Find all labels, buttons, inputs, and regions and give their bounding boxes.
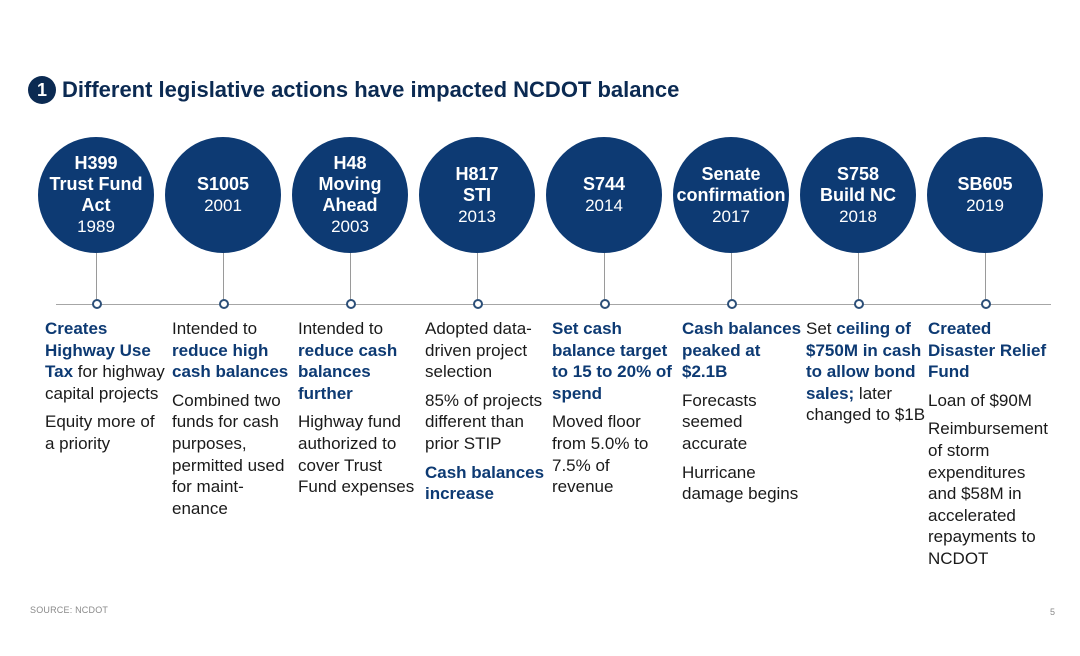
timeline-marker — [92, 299, 102, 309]
description-paragraph: Cash balances peaked at $2.1B — [682, 318, 802, 383]
highlight-text: reduce high cash balances — [172, 340, 289, 382]
body-text: Combined two funds for cash purposes, pe… — [172, 390, 285, 518]
milestone-name: H399 Trust Fund Act — [49, 153, 143, 215]
description-paragraph: Intended to reduce cash balances further — [298, 318, 418, 404]
milestone-circle: H817 STI 2013 — [419, 137, 535, 253]
body-text: Equity more of a priority — [45, 412, 155, 453]
description-paragraph: Moved floor from 5.0% to 7.5% of revenue — [552, 411, 672, 497]
milestone-circle: S1005 2001 — [165, 137, 281, 253]
milestone-connector — [223, 253, 224, 300]
description-paragraph: Highway fund authorized to cover Trust F… — [298, 411, 418, 497]
description-paragraph: Combined two funds for cash purposes, pe… — [172, 390, 292, 520]
body-text: Loan of $90M — [928, 390, 1032, 410]
milestone-year: 2014 — [585, 196, 623, 215]
milestone-description: Set ceiling of $750M in cash to allow bo… — [806, 318, 926, 433]
slide-title: 1 Different legislative actions have imp… — [28, 76, 679, 104]
milestone-year: 2018 — [839, 206, 877, 226]
milestone-year: 2017 — [712, 206, 750, 226]
description-paragraph: Reimbursement of storm expenditures and … — [928, 418, 1048, 569]
body-text: Adopted data-driven project selection — [425, 319, 532, 382]
milestone-connector — [477, 253, 478, 300]
highlight-text: Created Disaster Relief Fund — [928, 319, 1047, 382]
milestone-name: S758 Build NC — [820, 163, 896, 205]
description-paragraph: Creates Highway Use Tax for highway capi… — [45, 318, 165, 404]
milestone-year: 1989 — [77, 217, 115, 236]
milestone-circle: H48 Moving Ahead 2003 — [292, 137, 408, 253]
description-paragraph: Cash balances increase — [425, 462, 545, 505]
timeline-marker — [600, 299, 610, 309]
timeline-marker — [727, 299, 737, 309]
milestone-circle: SB605 2019 — [927, 137, 1043, 253]
description-paragraph: 85% of projects different than prior STI… — [425, 390, 545, 455]
description-paragraph: Set cash balance target to 15 to 20% of … — [552, 318, 672, 404]
timeline-marker — [981, 299, 991, 309]
milestone-year: 2013 — [458, 206, 496, 226]
body-text: Moved floor from 5.0% to 7.5% of revenue — [552, 412, 649, 497]
milestone-description: Cash balances peaked at $2.1B Forecasts s… — [682, 318, 802, 512]
milestone-connector — [96, 253, 97, 300]
body-text: later changed to $1B — [806, 383, 926, 425]
section-number-badge: 1 — [28, 76, 56, 104]
milestone-connector — [731, 253, 732, 300]
milestone-circle: Senate confirmation 2017 — [673, 137, 789, 253]
source-note: SOURCE: NCDOT — [30, 605, 109, 615]
milestone-name: H817 STI — [455, 163, 499, 205]
highlight-text: Cash balances increase — [425, 462, 545, 504]
timeline-marker — [346, 299, 356, 309]
milestone-name: SB605 — [957, 174, 1013, 194]
timeline-marker — [219, 299, 229, 309]
milestone-description: Intended to reduce high cash balances Com… — [172, 318, 292, 526]
highlight-text: Cash balances peaked at $2.1B — [682, 319, 802, 382]
milestone-name: Senate confirmation — [676, 163, 786, 205]
milestone-description: Set cash balance target to 15 to 20% of … — [552, 318, 672, 505]
description-paragraph: Equity more of a priority — [45, 411, 165, 454]
description-paragraph: Forecasts seemed accurate — [682, 390, 802, 455]
milestone-connector — [604, 253, 605, 300]
description-paragraph: Created Disaster Relief Fund — [928, 318, 1048, 383]
milestone-year: 2019 — [966, 196, 1004, 215]
timeline-marker — [473, 299, 483, 309]
description-paragraph: Hurricane damage begins — [682, 462, 802, 505]
timeline-axis — [56, 304, 1051, 305]
milestone-circle: S744 2014 — [546, 137, 662, 253]
milestone-name: S744 — [582, 174, 626, 194]
body-text: Intended to — [298, 319, 384, 338]
body-text: Reimbursement of storm expenditures and … — [928, 419, 1048, 568]
milestone-description: Adopted data-driven project selection 85%… — [425, 318, 545, 512]
milestone-connector — [350, 253, 351, 300]
body-text: Forecasts seemed accurate — [682, 390, 757, 453]
milestone-description: Intended to reduce cash balances further… — [298, 318, 418, 505]
milestone-circle: S758 Build NC 2018 — [800, 137, 916, 253]
milestone-description: Created Disaster Relief Fund Loan of $90M… — [928, 318, 1048, 577]
highlight-text: reduce cash balances further — [298, 340, 398, 403]
body-text: Highway fund authorized to cover Trust F… — [298, 412, 415, 497]
highlight-text: ceiling of $750M in cash to allow bond s… — [806, 319, 922, 403]
slide-title-text: Different legislative actions have impac… — [62, 77, 680, 102]
description-paragraph: Loan of $90M — [928, 390, 1048, 412]
description-paragraph: Intended to reduce high cash balances — [172, 318, 292, 383]
milestone-year: 2003 — [331, 217, 369, 236]
body-text: Hurricane damage begins — [682, 462, 799, 504]
timeline-marker — [854, 299, 864, 309]
milestone-description: Creates Highway Use Tax for highway capi… — [45, 318, 165, 462]
milestone-year: 2001 — [204, 196, 242, 215]
description-paragraph: Adopted data-driven project selection — [425, 318, 545, 383]
body-text: Set — [806, 319, 837, 338]
description-paragraph: Set ceiling of $750M in cash to allow bo… — [806, 318, 926, 426]
page-number: 5 — [1050, 607, 1056, 617]
milestone-name: S1005 — [196, 174, 250, 194]
milestone-connector — [985, 253, 986, 300]
highlight-text: Creates Highway Use Tax — [45, 319, 151, 382]
body-text: 85% of projects different than prior STI… — [425, 390, 543, 453]
body-text: for highway capital projects — [45, 362, 165, 403]
highlight-text: Set cash balance target to 15 to 20% of … — [552, 319, 672, 403]
body-text: Intended to — [172, 319, 258, 338]
milestone-circle: H399 Trust Fund Act 1989 — [38, 137, 154, 253]
milestone-name: H48 Moving Ahead — [318, 153, 382, 215]
milestone-connector — [858, 253, 859, 300]
